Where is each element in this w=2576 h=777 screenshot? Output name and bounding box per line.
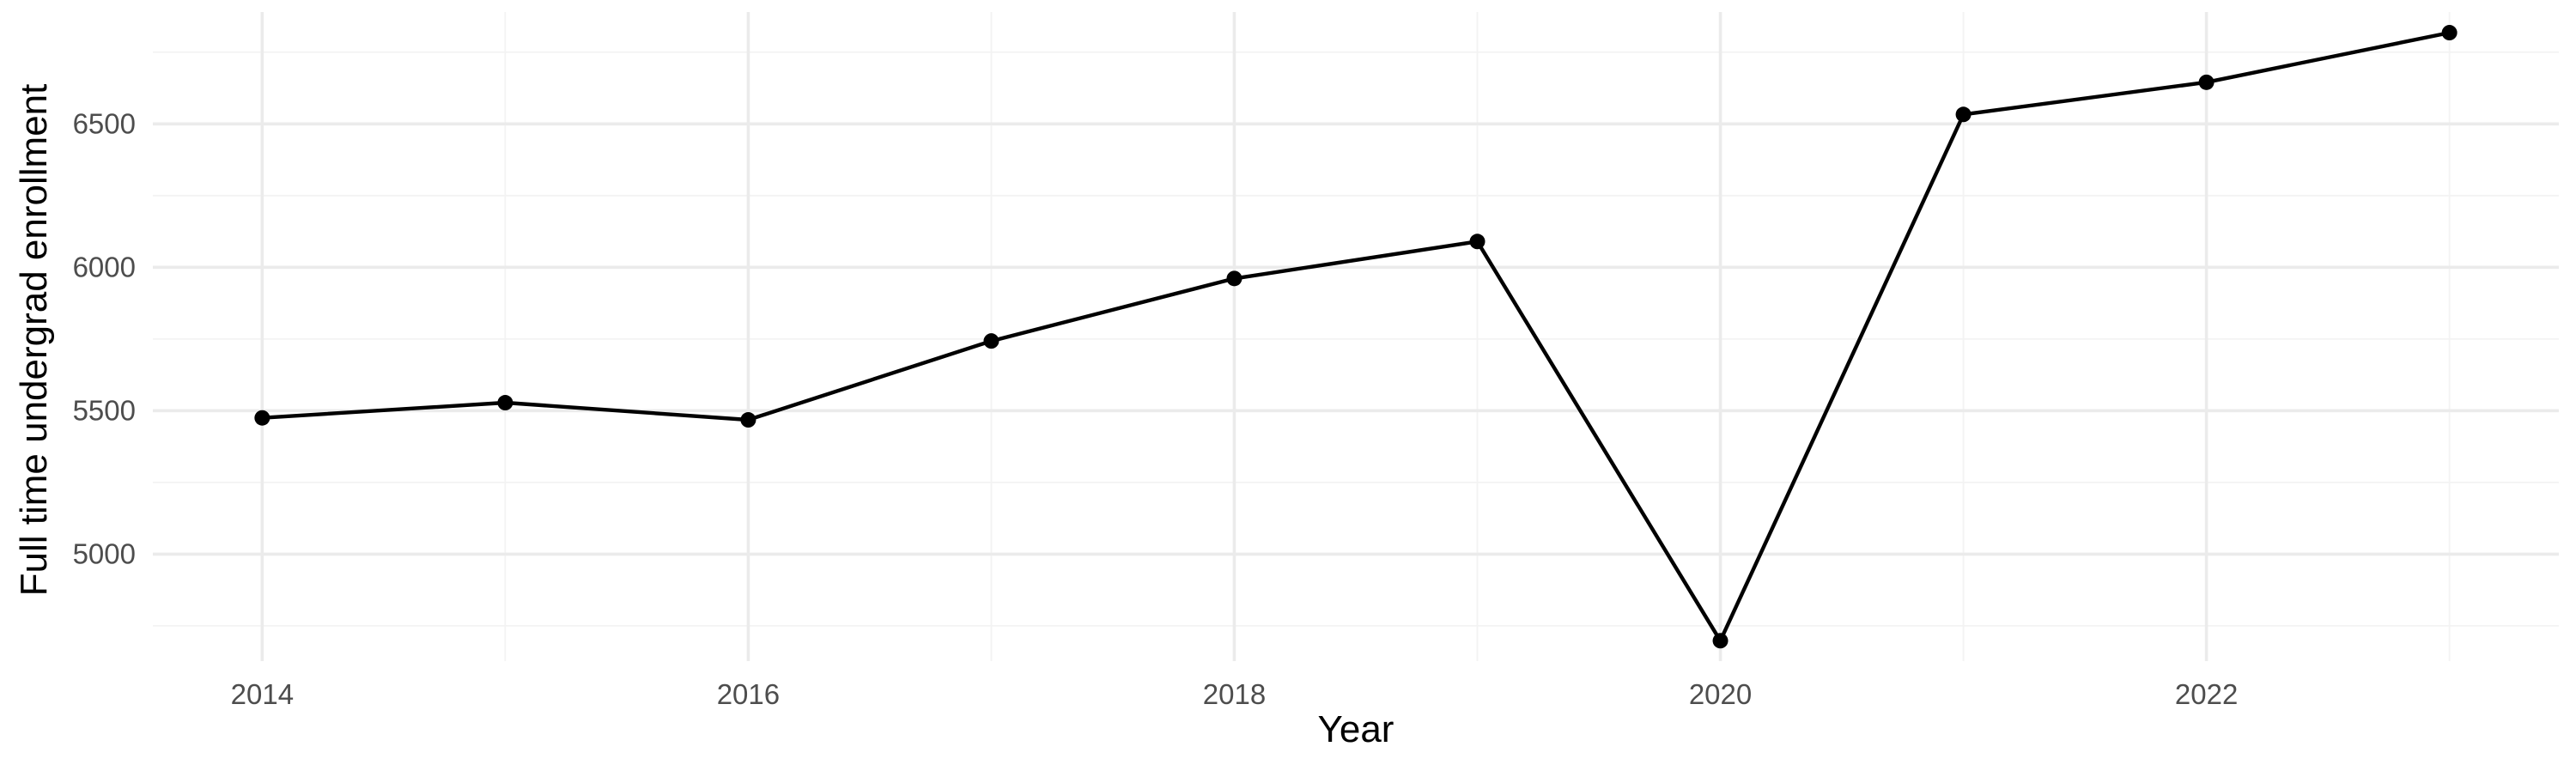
data-point xyxy=(1712,633,1728,649)
data-point xyxy=(254,410,270,426)
y-axis-title: Full time undergrad enrollment xyxy=(13,84,55,597)
x-axis-ticks: 2014 2016 2018 2020 2022 xyxy=(231,678,2239,710)
data-point xyxy=(983,333,999,349)
data-point xyxy=(2198,74,2215,90)
y-axis-ticks: 5000 5500 6000 6500 xyxy=(73,107,136,569)
data-point xyxy=(497,395,513,411)
data-point xyxy=(1226,270,1242,287)
y-tick-label: 6500 xyxy=(73,107,136,139)
grid xyxy=(153,12,2559,661)
x-axis-title: Year xyxy=(1318,708,1394,750)
y-tick-label: 5500 xyxy=(73,394,136,426)
y-tick-label: 5000 xyxy=(73,537,136,569)
x-tick-label: 2022 xyxy=(2175,678,2238,710)
x-tick-label: 2014 xyxy=(231,678,294,710)
x-tick-label: 2016 xyxy=(717,678,780,710)
x-tick-label: 2020 xyxy=(1689,678,1752,710)
data-point xyxy=(740,412,756,428)
y-tick-label: 6000 xyxy=(73,251,136,282)
data-point xyxy=(2441,25,2458,41)
series-line xyxy=(262,30,2451,643)
x-tick-label: 2018 xyxy=(1203,678,1266,710)
data-point xyxy=(1469,234,1485,250)
data-point xyxy=(1955,106,1971,123)
data-series xyxy=(254,25,2458,649)
